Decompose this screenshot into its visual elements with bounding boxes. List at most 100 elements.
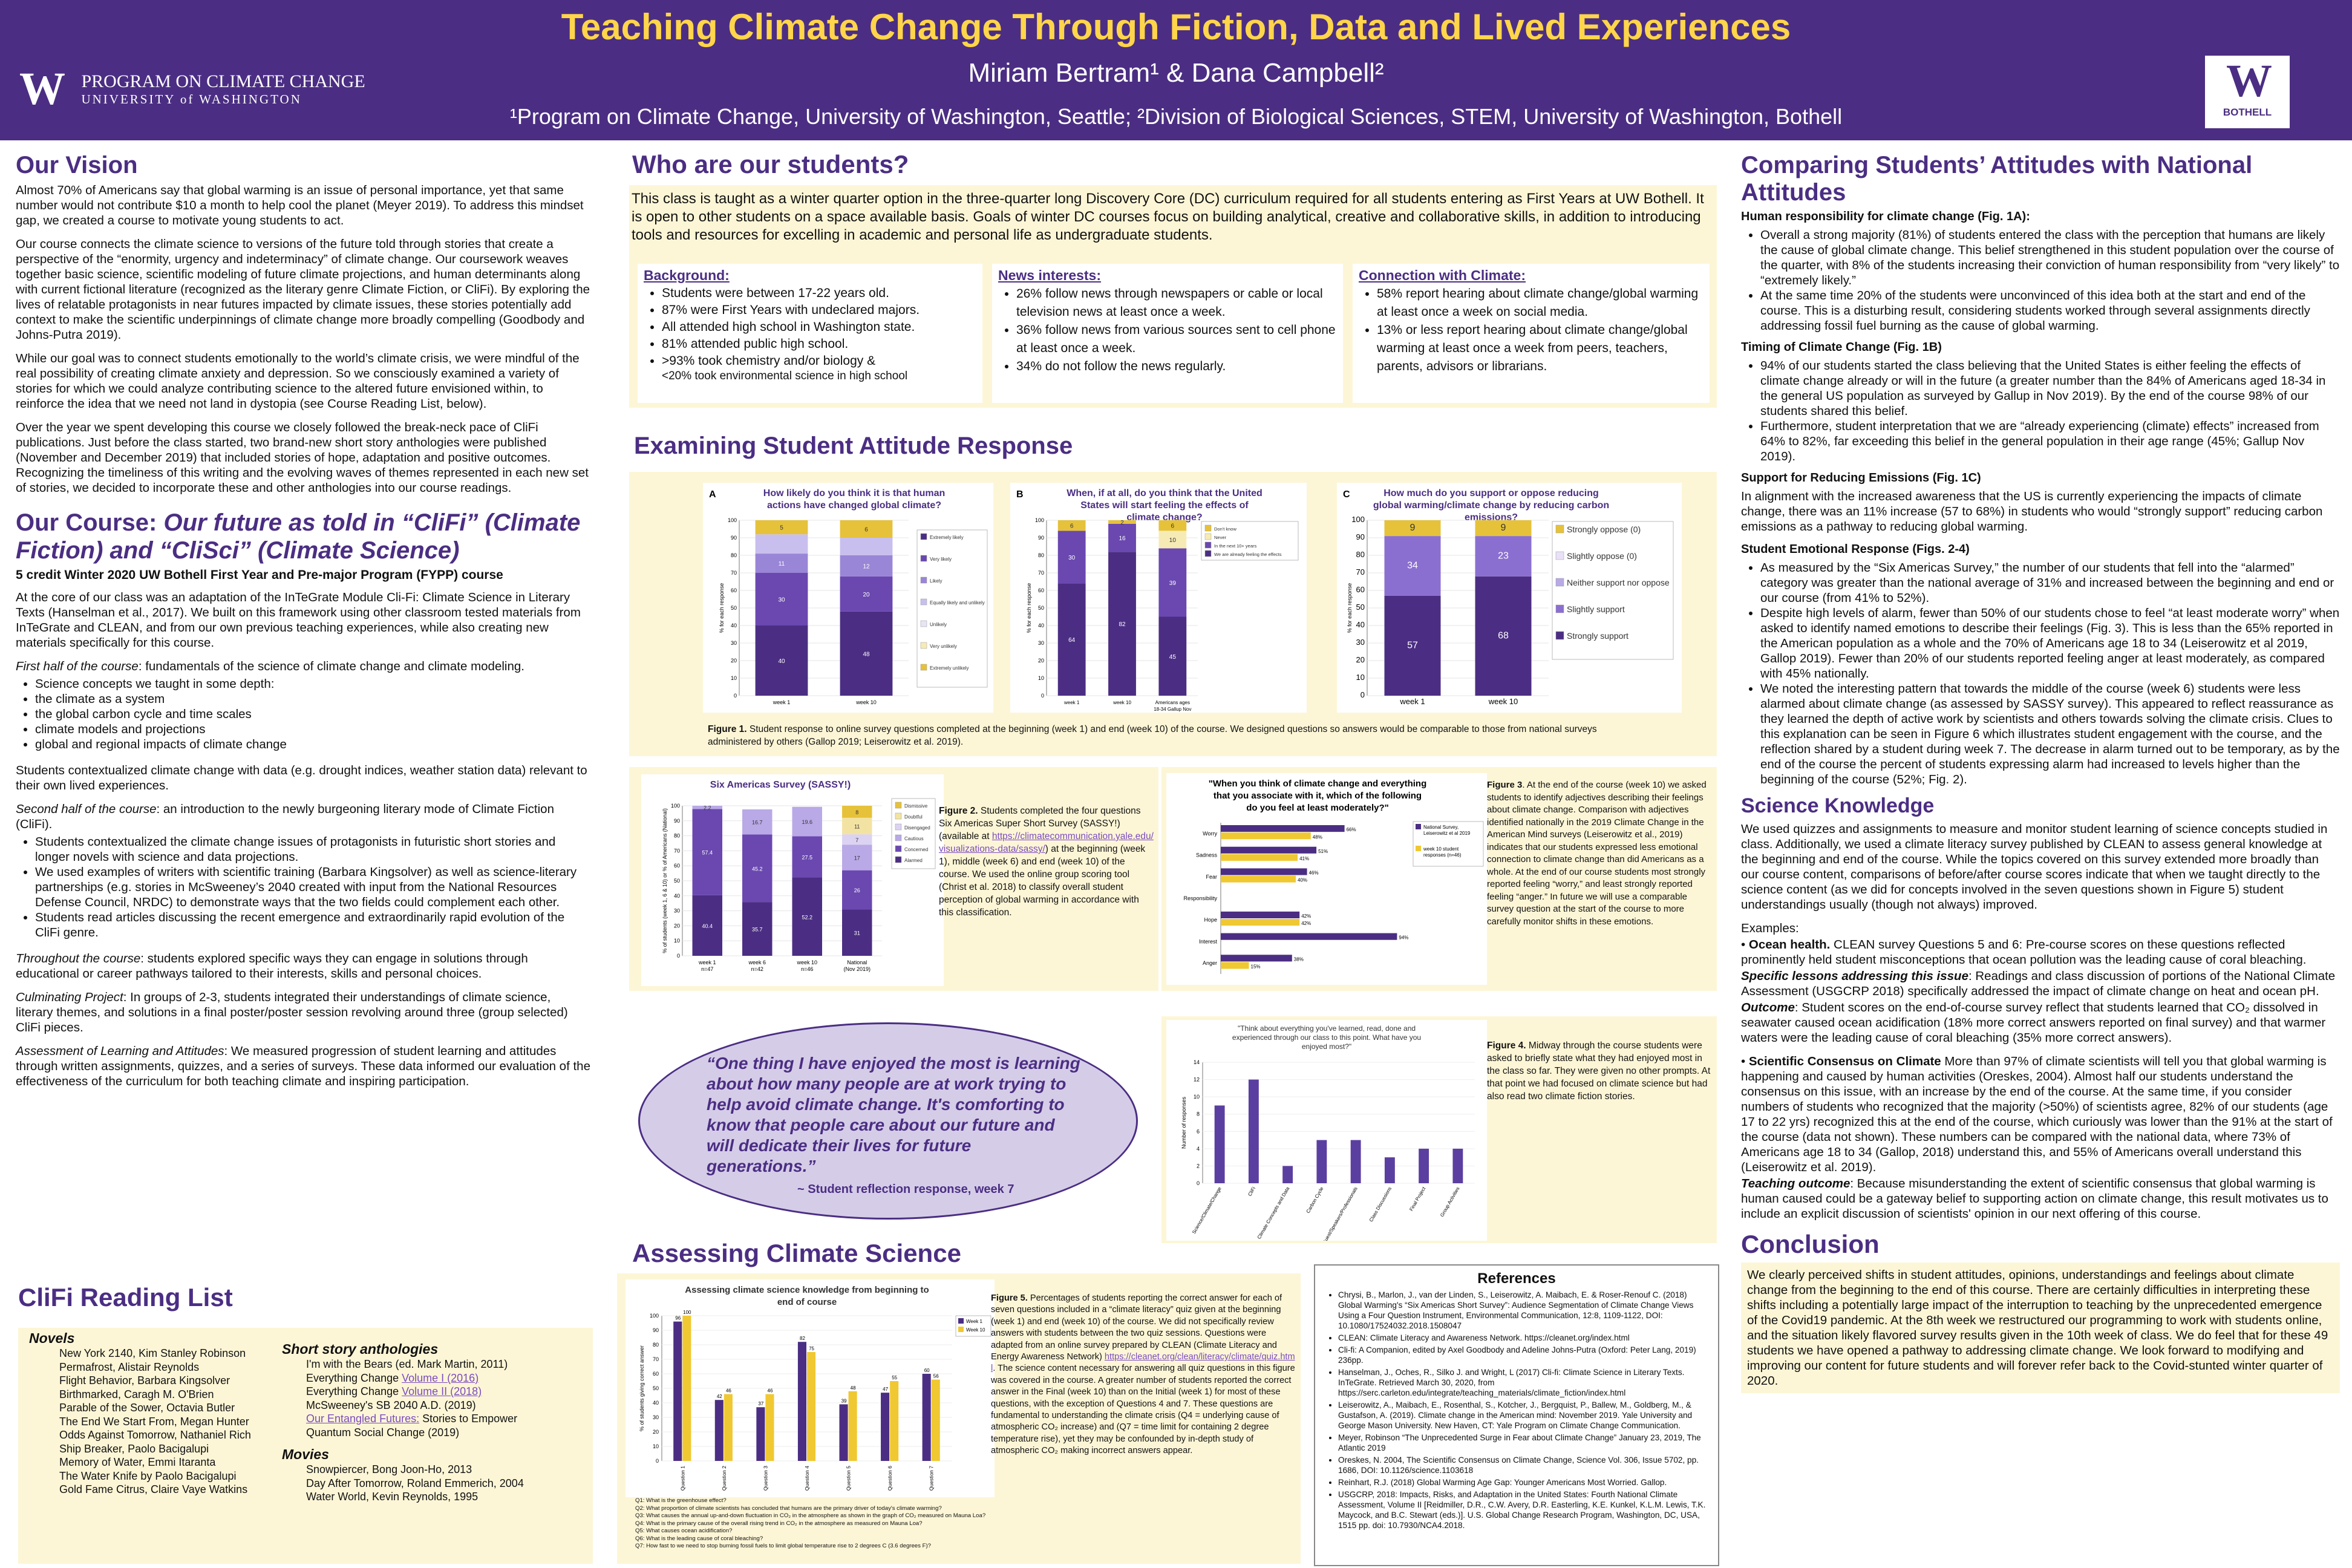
x-tick-label: week 10: [1488, 697, 1518, 706]
uw-program-logo: W PROGRAM ON CLIMATE CHANGE UNIVERSITY o…: [19, 63, 365, 116]
bar-segment: [842, 844, 872, 871]
data-label: 46: [768, 1388, 773, 1394]
legend-swatch: [1555, 578, 1564, 587]
list-item: Furthermore, student interpretation that…: [1760, 419, 2340, 464]
data-label: 45.2: [752, 866, 763, 872]
connection-box: Connection with Climate: 58% report hear…: [1353, 264, 1710, 403]
bar: [1221, 825, 1345, 832]
data-label: 42: [717, 1394, 722, 1399]
y-tick-label: 90: [1038, 535, 1044, 541]
list-item: Reinhart, R.J. (2018) Global Warming Age…: [1338, 1477, 1710, 1488]
comparing-subheading: Support for Reducing Emissions (Fig. 1C): [1741, 471, 1981, 485]
data-label: 11: [779, 561, 785, 567]
anthology-link[interactable]: Our Entangled Futures:: [306, 1413, 420, 1425]
y-tick-label: 80: [731, 552, 737, 558]
data-label: 75: [809, 1346, 814, 1351]
data-label: 2.2: [704, 805, 711, 811]
list-item: Oreskes, N. 2004, The Scientific Consens…: [1338, 1455, 1710, 1475]
bar: [1221, 933, 1397, 940]
data-label: 8: [855, 809, 858, 815]
list-item: Water World, Kevin Reynolds, 1995: [306, 1491, 479, 1503]
data-label: 6: [864, 527, 868, 534]
movies-heading: Movies: [282, 1446, 329, 1462]
culminating: Culminating Project: In groups of 2-3, s…: [16, 990, 590, 1035]
y-tick-label: 90: [731, 535, 737, 541]
news-box: News interests: 26% follow news through …: [992, 264, 1343, 403]
conclusion-text: We clearly perceived shifts in student a…: [1741, 1263, 2340, 1393]
sassy-link[interactable]: https://climatecommunication.yale.edu/vi…: [939, 831, 1154, 854]
scientific-consensus-text: More than 97% of climate scientists will…: [1741, 1054, 2333, 1174]
bar-segment: [755, 626, 808, 696]
references-box: References Chrysi, B., Marlon, J., van d…: [1314, 1264, 1719, 1566]
bar: [1221, 875, 1296, 883]
anthology-link[interactable]: Volume II (2018): [402, 1385, 482, 1397]
legend-swatch: [1204, 524, 1212, 532]
y-tick-label: 50: [674, 878, 680, 884]
figure1-panel: A How likely do you think it is that huma…: [629, 472, 1717, 756]
panel-label: B: [1016, 489, 1024, 500]
bar-segment: [792, 877, 822, 956]
y-tick-label: Hope: [1204, 917, 1217, 923]
bothell-label: BOTHELL: [2223, 106, 2272, 118]
data-label: 42%: [1301, 913, 1311, 919]
y-tick-label: 80: [1038, 552, 1044, 558]
y-axis-label: Number of responses: [1181, 1096, 1187, 1149]
x-tick-label: week 6: [748, 959, 766, 965]
legend-swatch: [895, 812, 902, 820]
legend-swatch: [1204, 541, 1212, 549]
legend-swatch: [958, 1327, 964, 1332]
caption-text: Student response to online survey questi…: [708, 724, 1597, 747]
clean-quiz-link[interactable]: https://cleanet.org/clean/literacy/clima…: [991, 1352, 1295, 1374]
chart-title: States will start feeling the effects of: [1080, 500, 1249, 511]
x-tick-label: n=42: [751, 966, 763, 972]
second-half-label: Second half of the course: [16, 802, 157, 816]
legend-swatch: [1555, 524, 1564, 534]
legend-label: Doubtful: [904, 814, 923, 820]
y-tick-label: 40: [1038, 622, 1044, 629]
y-axis-label: % of students giving correct answer: [639, 1345, 645, 1431]
caption-text: Midway through the course students were …: [1487, 1040, 1711, 1102]
right-column: Comparing Students’ Attitudes with Natio…: [1741, 148, 2340, 1393]
legend-box: [1201, 521, 1299, 561]
legend-swatch: [958, 1318, 964, 1324]
outcome: Outcome: Student scores on the end-of-co…: [1741, 1000, 2340, 1045]
data-label: 16.7: [752, 820, 763, 826]
anthology-link[interactable]: Volume I (2016): [402, 1371, 479, 1384]
second-half-list: Students contextualized the climate chan…: [16, 834, 590, 940]
legend-box: [1413, 821, 1484, 867]
bar-segment: [1057, 531, 1086, 584]
y-tick-label: 20: [674, 923, 680, 929]
bar: [848, 1391, 857, 1461]
data-label: 26: [854, 887, 860, 893]
data-label: 94%: [1399, 935, 1408, 941]
bar: [922, 1374, 931, 1461]
bar-segment: [842, 909, 872, 956]
course-heading: Our Course: Our future as told in “CliFi…: [16, 509, 590, 564]
legend-label: Very unlikely: [930, 644, 957, 649]
data-label: 7: [855, 837, 858, 843]
bar-segment: [1108, 552, 1136, 696]
novels-list: Novels New York 2140, Kim Stanley Robins…: [29, 1330, 295, 1497]
y-tick-label: 30: [653, 1414, 659, 1420]
culminating-text: : In groups of 2-3, students integrated …: [16, 990, 568, 1034]
x-tick-label: Question 7: [929, 1466, 935, 1491]
data-label: 55: [892, 1375, 897, 1380]
list-item: Meyer, Robinson “The Unprecedented Surge…: [1338, 1432, 1710, 1453]
header-banner: Teaching Climate Change Through Fiction,…: [0, 0, 2352, 140]
legend-swatch: [920, 577, 927, 584]
outcome-label: Outcome: [1741, 1001, 1795, 1014]
data-label: 30: [1068, 555, 1076, 561]
y-tick-label: 12: [1194, 1077, 1200, 1083]
bar-segment: [840, 520, 893, 538]
list-item: 58% report hearing about climate change/…: [1377, 285, 1710, 321]
x-tick-label: week 10: [855, 699, 877, 705]
bar-segment: [742, 809, 773, 835]
y-tick-label: 70: [674, 848, 680, 854]
legend-box: [955, 1315, 991, 1337]
examples-label: Examples:: [1741, 921, 1799, 935]
references-list: Chrysi, B., Marlon, J., van der Linden, …: [1315, 1290, 1710, 1530]
legend-swatch: [1416, 824, 1421, 829]
y-tick-label: 30: [1038, 640, 1044, 646]
list-item: Science concepts we taught in some depth…: [35, 676, 590, 691]
course-paragraph: At the core of our class was an adaptati…: [16, 590, 581, 650]
